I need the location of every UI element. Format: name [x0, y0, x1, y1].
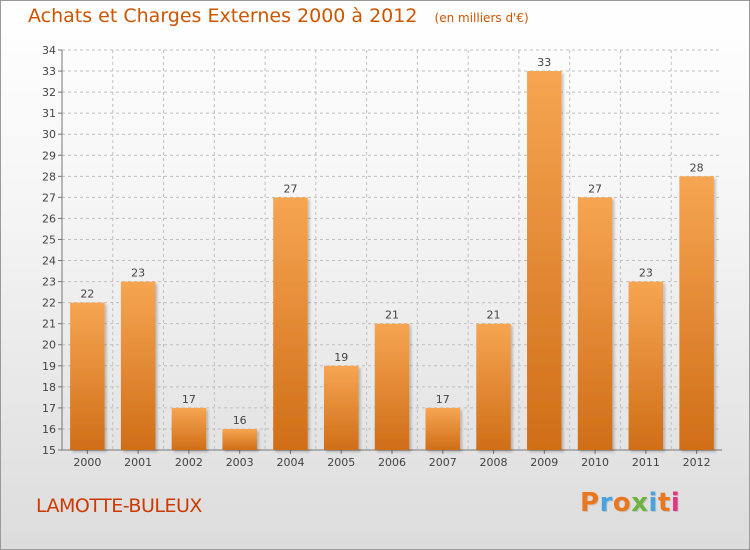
data-label-2000: 22	[80, 288, 94, 301]
data-label-2004: 27	[283, 182, 297, 195]
logo-letter: i	[648, 488, 658, 518]
y-tick-label: 33	[42, 65, 56, 78]
logo-letter: o	[612, 488, 632, 518]
y-tick-label: 28	[42, 170, 56, 183]
commune-name: LAMOTTE-BULEUX	[36, 495, 202, 517]
y-tick-label: 21	[42, 318, 56, 331]
bar-2011	[628, 281, 664, 450]
x-tick-label-2008: 2008	[480, 456, 508, 469]
y-tick-label: 22	[42, 297, 56, 310]
bar-2007	[425, 407, 461, 450]
x-tick-label-2012: 2012	[683, 456, 711, 469]
bar-2003	[222, 428, 257, 450]
data-label-2010: 27	[588, 182, 602, 195]
x-tick-label-2006: 2006	[378, 456, 406, 469]
y-tick-label: 17	[42, 402, 56, 415]
logo-letter: t	[657, 488, 671, 518]
y-tick-label: 32	[42, 86, 56, 99]
data-label-2005: 19	[334, 351, 348, 364]
data-label-2001: 23	[131, 267, 145, 280]
y-tick-label: 25	[42, 233, 56, 246]
labels: 15 16 17 18 19 20 21 22 23 24 25 26 27 28 29 30 31 32 33 34…	[42, 44, 711, 469]
bar-2004	[273, 197, 308, 450]
data-label-2007: 17	[436, 393, 450, 406]
data-label-2002: 17	[182, 393, 196, 406]
y-tick-label: 16	[42, 423, 56, 436]
data-label-2012: 28	[690, 161, 704, 174]
logo-letter: x	[631, 488, 649, 518]
title-row: Achats et Charges Externes 2000 à 2012 (…	[28, 5, 529, 27]
bar-2006	[374, 323, 410, 450]
logo-letter: P	[580, 488, 600, 518]
x-tick-label-2003: 2003	[226, 456, 254, 469]
y-tick-label: 15	[42, 444, 56, 457]
chart-unit: (en milliers d'€)	[434, 11, 529, 25]
x-tick-label-2000: 2000	[73, 456, 101, 469]
logo-letter: r	[599, 488, 613, 518]
bar-2005	[323, 365, 359, 450]
bar-2002	[171, 407, 207, 450]
data-label-2008: 21	[487, 309, 501, 322]
x-tick-label-2010: 2010	[581, 456, 609, 469]
bars	[70, 71, 714, 450]
y-tick-label: 34	[42, 44, 56, 57]
data-label-2011: 23	[639, 267, 653, 280]
bar-2010	[577, 197, 613, 450]
x-tick-label-2001: 2001	[124, 456, 152, 469]
proxiti-logo[interactable]: Proxiti	[580, 488, 680, 518]
y-tick-label: 26	[42, 212, 56, 225]
bar-2000	[70, 302, 105, 450]
data-label-2006: 21	[385, 309, 399, 322]
y-tick-label: 23	[42, 276, 56, 289]
x-tick-label-2002: 2002	[175, 456, 203, 469]
y-tick-label: 24	[42, 255, 56, 268]
x-tick-label-2005: 2005	[327, 456, 355, 469]
y-tick-label: 27	[42, 191, 56, 204]
x-tick-label-2004: 2004	[276, 456, 304, 469]
data-label-2003: 16	[233, 414, 247, 427]
x-tick-label-2007: 2007	[429, 456, 457, 469]
data-label-2009: 33	[537, 56, 551, 69]
chart-title: Achats et Charges Externes 2000 à 2012	[28, 5, 418, 27]
y-tick-label: 29	[42, 149, 56, 162]
y-tick-label: 31	[42, 107, 56, 120]
logo-letter: i	[670, 488, 681, 518]
bar-2008	[476, 323, 511, 450]
bar-2012	[679, 176, 714, 450]
y-tick-label: 18	[42, 381, 56, 394]
y-tick-label: 30	[42, 128, 56, 141]
bar-2009	[527, 71, 562, 450]
x-tick-label-2009: 2009	[530, 456, 558, 469]
x-tick-label-2011: 2011	[632, 456, 660, 469]
y-tick-label: 19	[42, 360, 56, 373]
y-tick-label: 20	[42, 339, 56, 352]
bar-2001	[120, 281, 156, 450]
